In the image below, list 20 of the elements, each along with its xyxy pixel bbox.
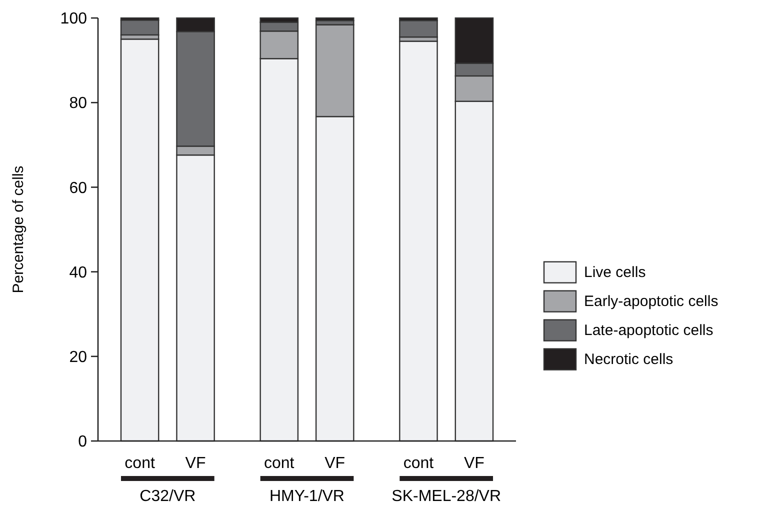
y-tick-label: 0 <box>78 434 88 451</box>
y-tick-label: 20 <box>69 349 88 366</box>
y-tick-label: 80 <box>69 95 88 112</box>
y-tick-label: 40 <box>69 264 88 282</box>
x-tick-label: cont <box>403 455 434 472</box>
x-tick-label: VF <box>185 455 206 472</box>
x-tick-label: VF <box>464 455 485 472</box>
x-tick-label: VF <box>324 455 346 472</box>
y-tick-label: 60 <box>69 180 88 197</box>
legend-label: Late-apoptotic cells <box>584 322 714 340</box>
legend-label: Necrotic cells <box>584 351 674 368</box>
text: C32/VR <box>140 488 196 505</box>
legend-label: Live cells <box>584 264 646 282</box>
y-tick-label: 100 <box>60 10 88 28</box>
x-tick-label: cont <box>264 455 295 472</box>
x-tick-label: cont <box>124 455 156 472</box>
text: SK-MEL-28/VR <box>392 488 502 505</box>
legend-label: Early-apoptotic cells <box>584 293 718 310</box>
y-axis-title: Percentage of cells <box>10 166 27 294</box>
text: HMY-1/VR <box>270 488 344 505</box>
